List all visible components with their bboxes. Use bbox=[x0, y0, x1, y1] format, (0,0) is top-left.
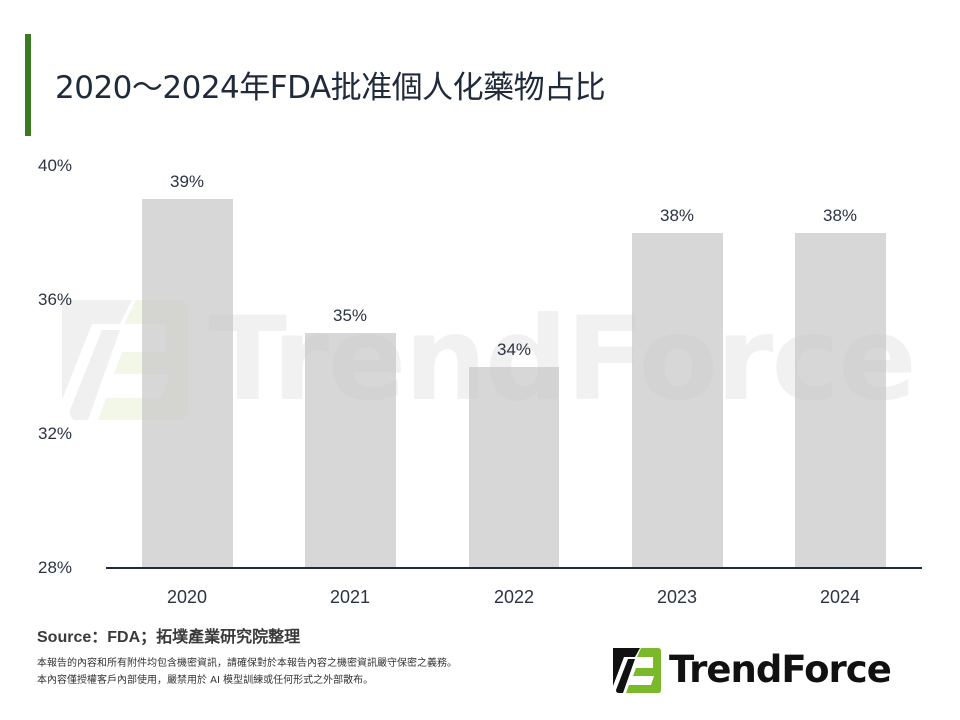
bar-value-label: 35% bbox=[332, 306, 368, 325]
usage-restriction-notice: 本內容僅授權客戶內部使用，嚴禁用於 AI 模型訓練或任何形式之外部散布。 bbox=[37, 675, 374, 686]
x-tick-label: 2020 bbox=[166, 587, 208, 607]
bar-value-label: 39% bbox=[169, 172, 205, 191]
x-tick-label: 2022 bbox=[493, 587, 535, 607]
bar-value-label: 34% bbox=[496, 340, 532, 359]
bar-2021 bbox=[305, 333, 396, 568]
trendforce-logo-text: TrendForce bbox=[669, 648, 892, 691]
trendforce-logo-icon bbox=[613, 648, 661, 693]
bar-2020 bbox=[142, 199, 233, 568]
title-accent-bar bbox=[25, 34, 31, 136]
x-tick-label: 2024 bbox=[819, 587, 861, 607]
bar-2022 bbox=[469, 367, 559, 568]
bar-2023 bbox=[632, 233, 723, 568]
source-note: Source：FDA；拓墣產業研究院整理 bbox=[37, 629, 301, 646]
y-tick-label: 36% bbox=[38, 290, 73, 309]
y-tick-label: 40% bbox=[38, 156, 73, 175]
x-tick-label: 2021 bbox=[329, 587, 371, 607]
y-tick-label: 28% bbox=[38, 558, 73, 577]
confidentiality-notice: 本報告的內容和所有附件均包含機密資訊，請確保對於本報告內容之機密資訊嚴守保密之義… bbox=[37, 658, 457, 669]
bar-2024 bbox=[795, 233, 886, 568]
x-tick-label: 2023 bbox=[656, 587, 698, 607]
bar-value-label: 38% bbox=[822, 206, 858, 225]
x-axis-line bbox=[106, 567, 922, 569]
bar-value-label: 38% bbox=[659, 206, 695, 225]
trendforce-logo: TrendForce bbox=[613, 648, 933, 694]
chart-title: 2020～2024年FDA批准個人化藥物占比 bbox=[55, 70, 606, 106]
y-tick-label: 32% bbox=[38, 424, 73, 443]
